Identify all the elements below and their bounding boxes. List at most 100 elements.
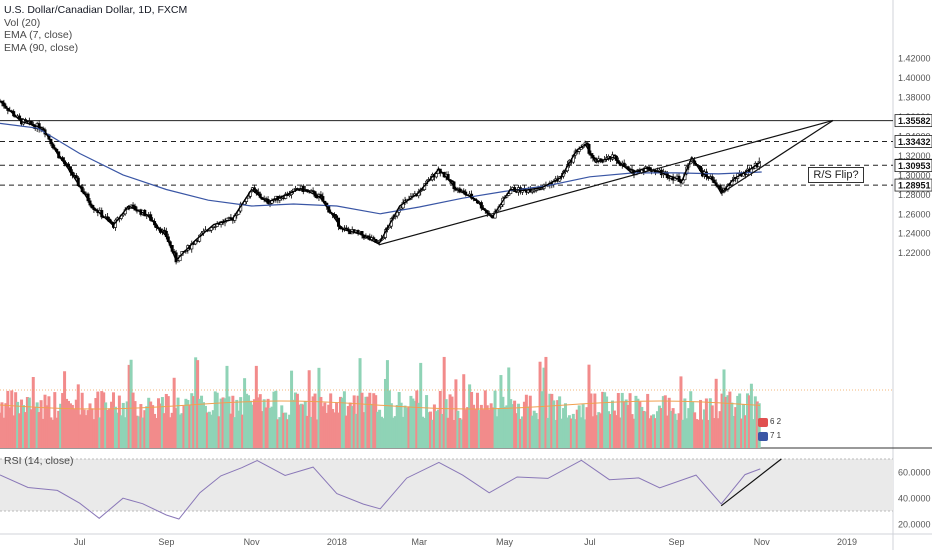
volume-bar [266,398,270,448]
volume-bar [155,417,159,448]
volume-bar [432,404,436,448]
volume-bar [108,408,112,448]
study-ema-90[interactable]: EMA (90, close) [4,41,79,54]
volume-bar [203,405,207,448]
volume-bar [411,398,415,448]
volume-bar [522,401,526,448]
volume-bar [638,401,642,448]
volume-bar [188,404,192,448]
volume-bar [571,413,575,448]
volume-bar [634,395,638,448]
volume-bar [734,407,738,448]
volume-bar [749,383,753,448]
volume-bar [667,397,671,448]
volume-bar [110,401,114,448]
volume-bar [278,417,282,448]
volume-bar [258,394,262,448]
volume-bar [39,400,43,448]
volume-bar [319,396,323,448]
volume-bar [499,375,503,448]
volume-bar [166,396,170,448]
volume-bar [92,419,96,448]
volume-bar [254,365,258,448]
volume-bar [704,398,708,448]
volume-bar [215,392,219,448]
volume-bar [738,393,742,448]
volume-bar [354,413,358,448]
volume-bar [68,403,72,448]
volume-bar [601,391,605,448]
volume-bar [407,406,411,448]
candle-body [268,202,272,205]
volume-bar [628,393,632,448]
time-tick-label: Nov [244,537,261,547]
volume-bar [442,356,446,448]
candle-body [162,229,166,232]
volume-bar [84,415,88,448]
volume-bar [170,412,174,448]
volume-bar [98,417,102,448]
volume-bar [331,408,335,448]
volume-bar [458,418,462,448]
candle-body [209,227,213,231]
volume-bar [454,379,458,448]
volume-bar [554,419,558,448]
ema-7-line [0,100,761,262]
volume-bar [205,412,209,448]
volume-bar [18,413,22,448]
volume-bar [622,401,626,448]
volume-bar [434,411,438,448]
rs-flip-annotation[interactable]: R/S Flip? [808,167,864,183]
volume-bar [624,399,628,448]
us-flag-icon [758,432,768,441]
candle-body [23,119,27,122]
volume-bar [96,391,100,448]
volume-bar [544,356,548,448]
volume-bar [86,410,90,448]
volume-bar [282,412,286,448]
volume-bar [207,411,211,448]
volume-bar [76,384,80,448]
candle-body [256,191,260,195]
volume-bar [186,400,190,448]
volume-bar [223,398,227,448]
volume-bar [231,395,235,448]
volume-bar [593,393,597,448]
volume-bar [405,407,409,448]
candle-body [577,149,581,152]
rsi-study-label[interactable]: RSI (14, close) [4,455,74,467]
study-ema-7[interactable]: EMA (7, close) [4,29,73,41]
volume-bar [391,417,395,448]
volume-bar [0,402,4,448]
volume-bar [626,404,630,448]
volume-bar [72,408,76,448]
volume-bar [755,401,759,448]
candle-body [333,214,337,217]
volume-bar [280,405,284,448]
event-marker-count: 6 2 [770,417,782,426]
volume-bar [685,418,689,448]
volume-bar [616,393,620,448]
volume-ma-line [0,400,761,410]
study-vol[interactable]: Vol (20) [4,16,41,29]
volume-bar [164,393,168,448]
volume-bar [2,417,6,448]
volume-bar [534,413,538,448]
volume-bar [274,390,278,448]
volume-bar [655,411,659,448]
volume-bar [311,396,315,448]
volume-bar [313,393,317,448]
volume-bar [219,398,223,448]
candle-body [540,188,544,190]
volume-bar [256,397,260,448]
volume-bar [423,418,427,448]
volume-bar [113,406,117,448]
volume-bar [552,400,556,448]
volume-bar [264,407,268,448]
volume-bar [61,393,65,448]
canada-flag-icon [758,418,768,427]
candle-body [237,210,241,215]
candle-body [434,173,438,178]
volume-bar [115,412,119,448]
